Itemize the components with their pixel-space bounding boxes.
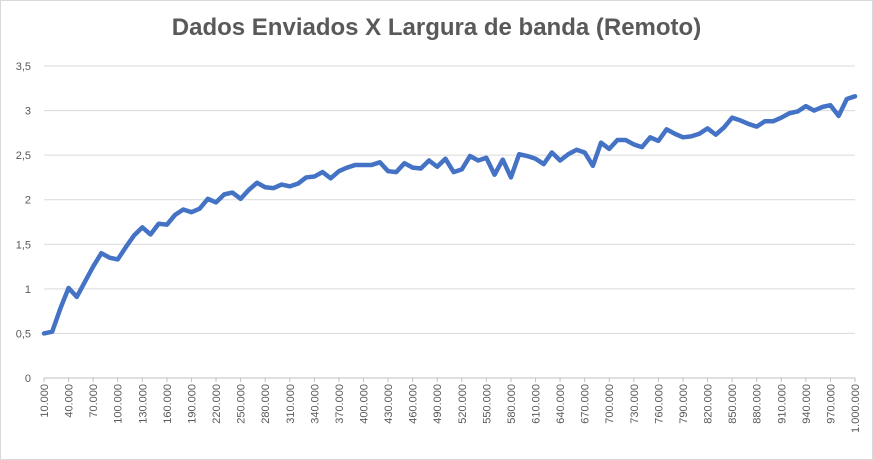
x-tick-label: 700.000 [604, 384, 616, 424]
y-tick-label: 1,5 [16, 239, 31, 251]
x-tick-label: 220.000 [211, 384, 223, 424]
x-tick-label: 880.000 [752, 384, 764, 424]
x-tick-label: 640.000 [555, 384, 567, 424]
x-tick-label: 730.000 [629, 384, 641, 424]
x-tick-label: 160.000 [162, 384, 174, 424]
x-tick-label: 190.000 [186, 384, 198, 424]
x-tick-label: 10.000 [39, 384, 51, 418]
x-tick-label: 520.000 [457, 384, 469, 424]
x-tick-label: 100.000 [113, 384, 125, 424]
x-tick-label: 820.000 [703, 384, 715, 424]
x-tick-label: 970.000 [825, 384, 837, 424]
x-tick-label: 370.000 [334, 384, 346, 424]
x-tick-label: 340.000 [309, 384, 321, 424]
y-tick-label: 2 [25, 195, 31, 207]
x-tick-label: 910.000 [776, 384, 788, 424]
x-tick-label: 280.000 [260, 384, 272, 424]
y-tick-label: 1 [25, 284, 31, 296]
x-tick-label: 760.000 [653, 384, 665, 424]
x-tick-label: 460.000 [408, 384, 420, 424]
y-tick-label: 3 [25, 106, 31, 118]
chart-title: Dados Enviados X Largura de banda (Remot… [171, 14, 702, 41]
x-tick-label: 70.000 [88, 384, 100, 418]
y-tick-label: 2,5 [16, 150, 31, 162]
y-tick-label: 3,5 [16, 61, 31, 73]
x-tick-label: 400.000 [358, 384, 370, 424]
x-tick-label: 850.000 [727, 384, 739, 424]
x-tick-label: 790.000 [678, 384, 690, 424]
x-tick-label: 490.000 [432, 384, 444, 424]
x-tick-label: 580.000 [506, 384, 518, 424]
x-tick-label: 550.000 [481, 384, 493, 424]
x-tick-label: 940.000 [801, 384, 813, 424]
x-axis-ticks: 10.000 40.000 70.000 100.000 130.000 160.000 1… [39, 378, 862, 433]
x-tick-label: 40.000 [64, 384, 76, 418]
x-tick-label: 430.000 [383, 384, 395, 424]
x-tick-label: 310.000 [285, 384, 297, 424]
gridlines [44, 65, 855, 379]
series-line [41, 94, 858, 336]
y-axis-ticks: 0 0,5 1 1,5 2 2,5 3 3,5 [16, 61, 31, 385]
x-tick-label: 610.000 [531, 384, 543, 424]
x-tick-label: 130.000 [137, 384, 149, 424]
x-tick-label: 250.000 [236, 384, 248, 424]
y-tick-label: 0,5 [16, 328, 31, 340]
y-tick-label: 0 [25, 373, 31, 385]
x-tick-label: 670.000 [580, 384, 592, 424]
x-tick-label: 1.000.000 [850, 384, 862, 433]
